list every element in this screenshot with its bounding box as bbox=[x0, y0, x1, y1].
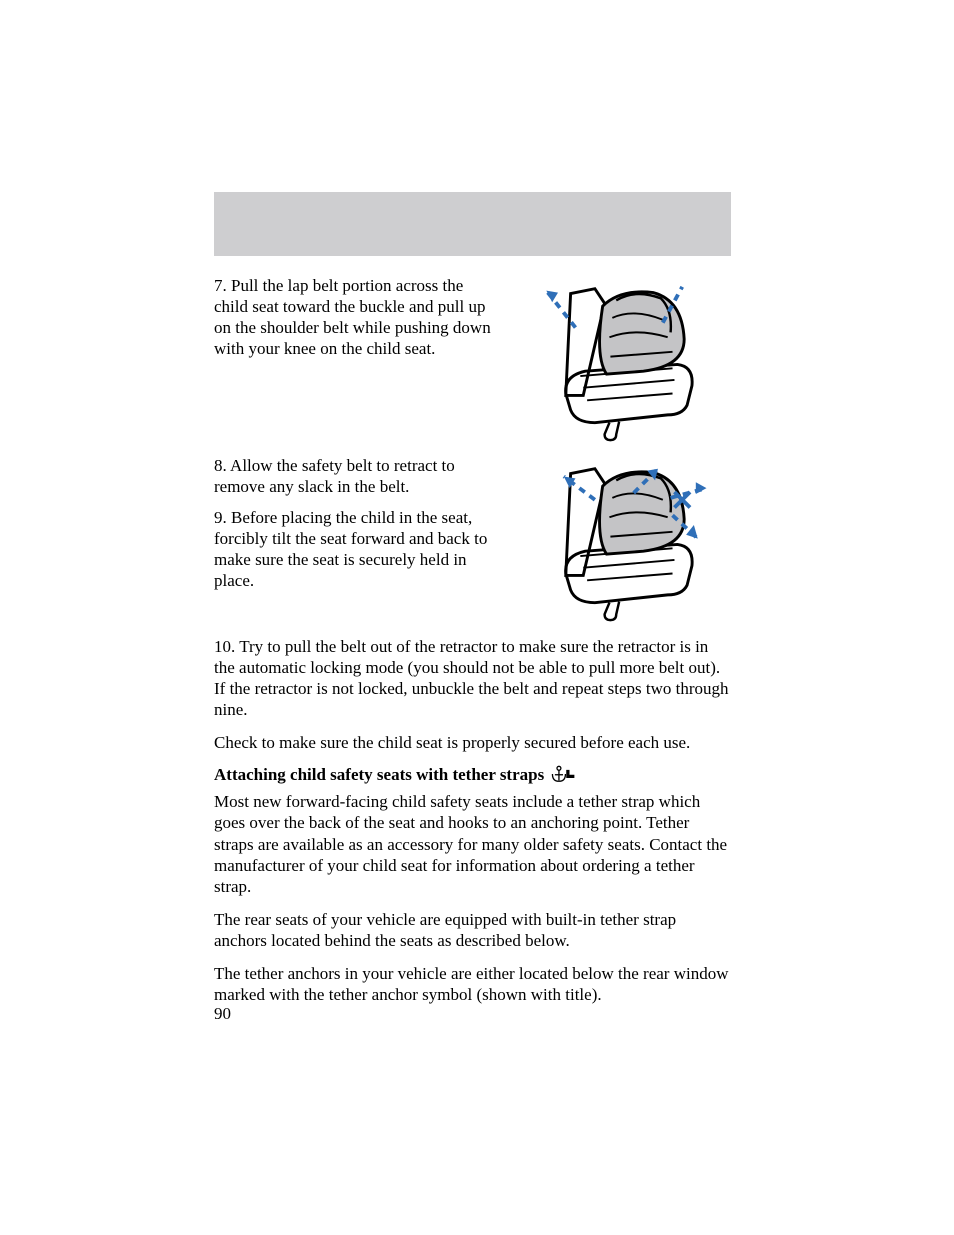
step8-paragraph: 8. Allow the safety belt to retract to r… bbox=[214, 456, 496, 498]
step7-paragraph: 7. Pull the lap belt portion across the … bbox=[214, 276, 496, 360]
tether-p2: The rear seats of your vehicle are equip… bbox=[214, 909, 731, 951]
step7-figure bbox=[516, 276, 731, 446]
page-root: 7. Pull the lap belt portion across the … bbox=[0, 0, 954, 1235]
page-number: 90 bbox=[214, 1004, 231, 1024]
step9-paragraph: 9. Before placing the child in the seat,… bbox=[214, 508, 496, 592]
carseat-belt-illustration bbox=[524, 279, 724, 444]
step8-9-text-col: 8. Allow the safety belt to retract to r… bbox=[214, 456, 496, 626]
check-paragraph: Check to make sure the child seat is pro… bbox=[214, 732, 731, 753]
step9-figure bbox=[516, 456, 731, 626]
tether-anchor-icon bbox=[550, 765, 576, 785]
content-area: 7. Pull the lap belt portion across the … bbox=[214, 276, 731, 1017]
step10-paragraph: 10. Try to pull the belt out of the retr… bbox=[214, 636, 731, 720]
tether-section-title: Attaching child safety seats with tether… bbox=[214, 765, 731, 785]
header-band bbox=[214, 192, 731, 256]
tether-title-text: Attaching child safety seats with tether… bbox=[214, 765, 544, 785]
step7-row: 7. Pull the lap belt portion across the … bbox=[214, 276, 731, 446]
tether-p3: The tether anchors in your vehicle are e… bbox=[214, 963, 731, 1005]
tether-p1: Most new forward-facing child safety sea… bbox=[214, 791, 731, 896]
carseat-tilt-illustration bbox=[524, 459, 724, 624]
step7-text-col: 7. Pull the lap belt portion across the … bbox=[214, 276, 496, 446]
step8-9-row: 8. Allow the safety belt to retract to r… bbox=[214, 456, 731, 626]
